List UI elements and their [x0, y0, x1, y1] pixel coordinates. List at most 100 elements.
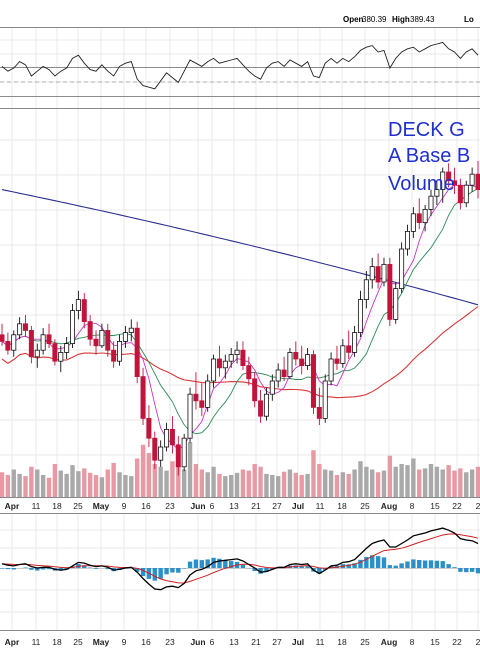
volume-bar: [422, 468, 428, 497]
annotation-line-2: A Base B: [388, 145, 470, 167]
x-tick-label: 13: [229, 637, 239, 647]
macd-histogram-bar: [364, 556, 369, 568]
macd-histogram-bar: [140, 568, 146, 577]
macd-histogram-bar: [393, 565, 398, 568]
macd-histogram-bar: [46, 568, 52, 570]
candle-body: [416, 213, 422, 224]
x-tick-label: 18: [52, 501, 62, 511]
x-tick-label: 16: [141, 637, 151, 647]
macd-histogram-bar: [358, 559, 363, 568]
macd-histogram-bar: [158, 568, 163, 579]
x-tick-label: 13: [229, 501, 239, 511]
volume-bar: [399, 464, 404, 497]
candle-body: [146, 417, 152, 439]
candle-body: [64, 343, 70, 353]
x-tick-label: 11: [32, 637, 41, 647]
macd-histogram-bar: [452, 567, 457, 568]
volume-bar: [440, 469, 445, 497]
volume-bar: [458, 468, 463, 497]
candle-body: [222, 360, 228, 369]
candle-body: [216, 358, 222, 369]
candle-body: [281, 369, 287, 377]
macd-histogram-bar: [381, 557, 387, 568]
volume-bar: [93, 475, 99, 497]
macd-line: [1, 527, 479, 591]
candle-body: [193, 393, 199, 402]
candle-body: [357, 299, 363, 334]
macd-histogram-bar: [170, 568, 175, 573]
candle-body: [93, 338, 99, 347]
macd-histogram-bar: [5, 568, 11, 570]
candle-body: [199, 400, 205, 408]
x-tick-label: Jun: [190, 637, 205, 647]
x-axis-bottom: Apr 11 18 25 May 9 16 23 Jun 6 13 21 27 Jul 11 18 25 Aug 8…: [5, 637, 480, 647]
candle-body: [258, 400, 264, 417]
x-axis-top: Apr 11 18 25 May 9 16 23 Jun 6 13 21 27 Jul 11 18 25 Aug 8…: [5, 501, 480, 511]
x-tick-label: 6: [210, 637, 215, 647]
macd-histogram-bar: [164, 568, 169, 575]
volume-bar: [181, 469, 187, 497]
candle-body: [234, 349, 240, 356]
macd-histogram-bar: [458, 568, 463, 572]
candle-body: [346, 345, 352, 353]
candle-body: [58, 351, 64, 362]
macd-histogram-bar: [434, 560, 440, 568]
candle-body: [375, 266, 381, 283]
volume-bar: [211, 466, 216, 497]
volume-bar: [387, 455, 393, 497]
candle-body: [393, 288, 399, 320]
candle-body: [246, 365, 252, 380]
candle-body: [134, 327, 140, 378]
rsi-panel: [0, 28, 480, 108]
low-label-partial: Lo: [464, 15, 474, 24]
volume-bar: [452, 470, 457, 497]
volume-bar: [381, 470, 387, 497]
x-tick-label: 15: [430, 501, 440, 511]
x-tick-label: 18: [52, 637, 62, 647]
candle-body: [175, 444, 181, 468]
high-value: 389.43: [410, 15, 435, 24]
volume-bar: [323, 469, 328, 497]
candle-body: [457, 184, 463, 204]
x-tick-label: Aug: [381, 501, 398, 511]
volume-bar: [140, 444, 146, 497]
x-tick-label: May: [93, 637, 110, 647]
candle-body: [387, 263, 393, 320]
volume-bar: [464, 472, 469, 497]
volume-bar: [117, 472, 122, 497]
x-tick-label: 25: [73, 637, 83, 647]
macd-histogram-bar: [346, 564, 351, 568]
volume-bar: [334, 475, 340, 497]
volume-bar: [35, 469, 40, 497]
macd-histogram-bar: [93, 568, 99, 569]
candle-body: [293, 351, 299, 360]
macd-histogram-bar: [193, 559, 199, 568]
macd-histogram-bar: [40, 568, 46, 570]
rsi-line: [1, 41, 479, 90]
x-tick-label: 25: [360, 637, 370, 647]
x-tick-label: 25: [73, 501, 83, 511]
volume-bar: [129, 476, 134, 497]
volume-bar: [82, 468, 87, 497]
candle-body: [299, 358, 305, 366]
x-tick-label: Jul: [292, 501, 304, 511]
x-tick-label: 8: [410, 637, 415, 647]
macd-histogram-bar: [399, 563, 404, 568]
macd-histogram-bar: [375, 556, 381, 568]
volume-bar: [99, 477, 105, 497]
candle-body: [316, 406, 322, 419]
volume-bar: [258, 466, 263, 497]
candle-body: [352, 332, 358, 353]
ohlc-header: Open 380.39 High 389.43 Lo: [343, 15, 474, 24]
macd-histogram-bar: [134, 568, 140, 572]
open-value: 380.39: [362, 15, 387, 24]
volume-bar: [193, 464, 199, 497]
macd-histogram-bar: [205, 559, 210, 568]
candle-body: [404, 230, 410, 250]
volume-bar: [317, 464, 322, 497]
macd-histogram-bar: [475, 568, 480, 574]
volume-bars: [0, 442, 480, 497]
macd-histogram-bar: [187, 561, 193, 568]
macd-histogram-bar: [23, 567, 28, 568]
x-tick-label: 21: [251, 637, 261, 647]
